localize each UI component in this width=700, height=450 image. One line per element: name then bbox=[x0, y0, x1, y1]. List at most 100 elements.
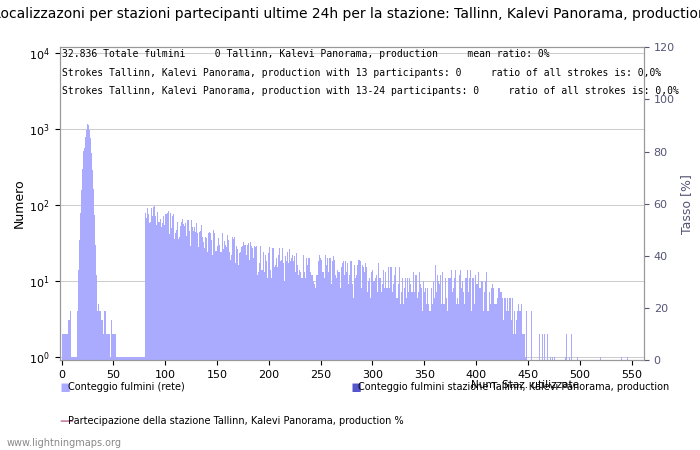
Bar bbox=[279, 248, 280, 450]
Bar bbox=[461, 288, 462, 450]
Bar bbox=[308, 258, 309, 450]
Bar bbox=[501, 297, 503, 450]
Bar bbox=[222, 234, 223, 450]
Bar bbox=[142, 356, 143, 450]
Y-axis label: Numero: Numero bbox=[13, 179, 26, 229]
Bar bbox=[295, 272, 296, 450]
Bar bbox=[285, 256, 286, 450]
Bar bbox=[151, 208, 153, 450]
Bar bbox=[398, 284, 399, 450]
Bar bbox=[354, 265, 356, 450]
Bar bbox=[86, 130, 87, 450]
Bar bbox=[319, 255, 320, 450]
Bar bbox=[554, 356, 555, 450]
Bar bbox=[143, 356, 144, 450]
Bar bbox=[138, 356, 139, 450]
Bar bbox=[171, 228, 172, 450]
Bar bbox=[405, 278, 406, 450]
Bar bbox=[334, 260, 335, 450]
Bar bbox=[239, 253, 240, 450]
Bar bbox=[332, 256, 334, 450]
Bar bbox=[483, 311, 484, 450]
Bar bbox=[139, 356, 140, 450]
Bar bbox=[505, 311, 507, 450]
Bar bbox=[294, 256, 295, 450]
Bar bbox=[252, 248, 253, 450]
Text: Conteggio fulmini (rete): Conteggio fulmini (rete) bbox=[68, 382, 185, 392]
Bar bbox=[447, 278, 449, 450]
Bar bbox=[250, 243, 251, 450]
Bar bbox=[116, 356, 117, 450]
Bar bbox=[128, 356, 130, 450]
Bar bbox=[436, 292, 438, 450]
Bar bbox=[158, 222, 160, 450]
Bar bbox=[260, 246, 261, 450]
Bar bbox=[391, 292, 393, 450]
Bar bbox=[132, 356, 134, 450]
Bar bbox=[176, 230, 177, 450]
Bar bbox=[400, 304, 401, 450]
Bar bbox=[470, 270, 471, 450]
Bar bbox=[264, 272, 265, 450]
Bar bbox=[262, 270, 263, 450]
Bar bbox=[321, 260, 322, 450]
Bar bbox=[144, 356, 145, 450]
Bar bbox=[198, 247, 199, 450]
Bar bbox=[99, 311, 100, 450]
Bar bbox=[123, 356, 125, 450]
Bar bbox=[182, 219, 183, 450]
Bar bbox=[451, 270, 452, 450]
Bar bbox=[342, 263, 343, 450]
Bar bbox=[458, 304, 459, 450]
Bar bbox=[416, 297, 418, 450]
Bar bbox=[320, 258, 321, 450]
Bar bbox=[350, 261, 351, 450]
Bar bbox=[452, 292, 453, 450]
Bar bbox=[370, 297, 371, 450]
Bar bbox=[272, 248, 274, 450]
Bar bbox=[423, 281, 424, 450]
Bar bbox=[173, 214, 174, 450]
Bar bbox=[500, 292, 501, 450]
Bar bbox=[270, 270, 272, 450]
Bar bbox=[419, 284, 421, 450]
Bar bbox=[63, 334, 64, 450]
Bar bbox=[87, 125, 88, 450]
Bar bbox=[627, 356, 628, 450]
Bar bbox=[499, 288, 500, 450]
Bar bbox=[90, 138, 91, 450]
Bar bbox=[312, 274, 313, 450]
Bar bbox=[181, 222, 182, 450]
Bar bbox=[170, 213, 171, 450]
Text: Partecipazione della stazione Tallinn, Kalevi Panorama, production %: Partecipazione della stazione Tallinn, K… bbox=[68, 416, 403, 426]
Bar bbox=[154, 206, 155, 450]
Bar bbox=[486, 272, 487, 450]
Bar bbox=[232, 237, 233, 450]
Bar bbox=[404, 288, 405, 450]
Bar bbox=[235, 263, 236, 450]
Bar bbox=[377, 292, 378, 450]
Bar bbox=[309, 258, 310, 450]
Bar bbox=[464, 304, 466, 450]
Bar bbox=[498, 288, 499, 450]
Bar bbox=[346, 272, 347, 450]
Bar bbox=[477, 272, 479, 450]
Bar bbox=[155, 216, 156, 450]
Bar bbox=[119, 356, 120, 450]
Bar bbox=[544, 334, 545, 450]
Bar bbox=[362, 265, 363, 450]
Bar bbox=[125, 356, 126, 450]
Bar bbox=[288, 263, 289, 450]
Text: Strokes Tallinn, Kalevi Panorama, production with 13 participants: 0     ratio o: Strokes Tallinn, Kalevi Panorama, produc… bbox=[62, 68, 661, 77]
Bar bbox=[293, 261, 294, 450]
Bar bbox=[449, 278, 451, 450]
Bar bbox=[468, 292, 470, 450]
Bar bbox=[494, 304, 496, 450]
Bar bbox=[230, 260, 231, 450]
Bar bbox=[233, 238, 234, 450]
Bar bbox=[162, 216, 164, 450]
Bar bbox=[368, 281, 369, 450]
Bar bbox=[211, 240, 212, 450]
Bar bbox=[336, 278, 337, 450]
Bar bbox=[196, 223, 197, 450]
